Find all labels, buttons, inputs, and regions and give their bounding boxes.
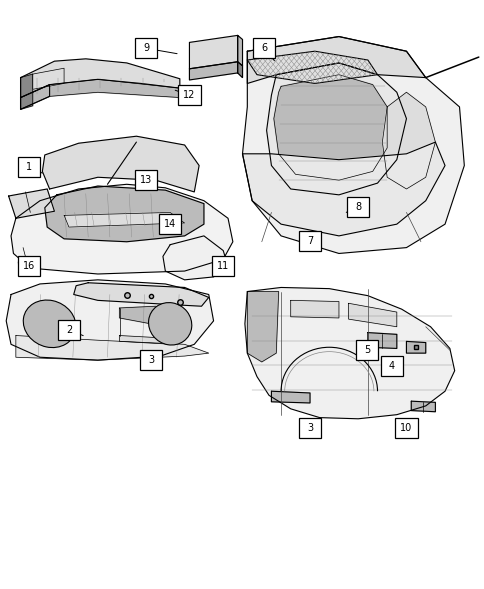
Polygon shape (348, 303, 396, 327)
Text: 16: 16 (23, 262, 35, 272)
Text: 11: 11 (217, 262, 229, 272)
Text: 3: 3 (306, 423, 313, 433)
Text: 2: 2 (66, 325, 72, 335)
FancyBboxPatch shape (178, 85, 200, 105)
FancyBboxPatch shape (18, 256, 40, 276)
Text: 5: 5 (363, 345, 369, 355)
Polygon shape (64, 213, 184, 227)
Polygon shape (273, 75, 386, 180)
FancyBboxPatch shape (298, 418, 320, 438)
Polygon shape (247, 51, 377, 84)
Polygon shape (290, 300, 338, 318)
FancyBboxPatch shape (347, 197, 368, 217)
Polygon shape (11, 184, 232, 274)
Polygon shape (266, 63, 406, 195)
FancyBboxPatch shape (380, 356, 402, 376)
Polygon shape (237, 62, 242, 78)
Polygon shape (242, 142, 444, 236)
Text: 7: 7 (306, 236, 313, 246)
Polygon shape (45, 186, 203, 241)
Text: 10: 10 (399, 423, 412, 433)
Polygon shape (247, 292, 278, 362)
Polygon shape (163, 236, 227, 280)
Polygon shape (74, 283, 208, 306)
Polygon shape (18, 258, 31, 270)
Polygon shape (9, 189, 54, 219)
Text: 4: 4 (388, 361, 394, 371)
FancyBboxPatch shape (212, 256, 234, 276)
FancyBboxPatch shape (58, 320, 80, 340)
Polygon shape (21, 80, 180, 109)
Polygon shape (247, 37, 425, 84)
Polygon shape (244, 287, 454, 419)
FancyBboxPatch shape (394, 418, 417, 438)
Polygon shape (367, 333, 396, 349)
Text: 12: 12 (183, 90, 195, 100)
FancyBboxPatch shape (355, 340, 377, 360)
Polygon shape (119, 336, 172, 345)
Text: 14: 14 (164, 219, 176, 229)
Polygon shape (21, 59, 180, 98)
Polygon shape (410, 401, 435, 412)
FancyBboxPatch shape (135, 170, 157, 190)
Polygon shape (42, 136, 199, 192)
Polygon shape (381, 92, 435, 189)
Polygon shape (119, 306, 172, 324)
FancyBboxPatch shape (298, 231, 320, 250)
Polygon shape (189, 35, 237, 69)
Polygon shape (6, 280, 213, 360)
Polygon shape (237, 35, 242, 66)
Polygon shape (242, 37, 463, 253)
Polygon shape (406, 342, 425, 353)
Text: 9: 9 (143, 43, 149, 53)
Ellipse shape (23, 300, 76, 348)
Text: 1: 1 (26, 162, 32, 172)
Polygon shape (32, 68, 64, 90)
Text: 6: 6 (260, 43, 267, 53)
Ellipse shape (148, 303, 191, 345)
Text: 8: 8 (354, 201, 361, 211)
FancyBboxPatch shape (253, 38, 275, 58)
FancyBboxPatch shape (135, 38, 157, 58)
Polygon shape (189, 62, 237, 80)
FancyBboxPatch shape (139, 350, 162, 370)
Polygon shape (21, 85, 49, 109)
FancyBboxPatch shape (159, 214, 181, 234)
FancyBboxPatch shape (18, 157, 40, 177)
Text: 3: 3 (148, 355, 153, 365)
Polygon shape (16, 336, 208, 360)
Polygon shape (21, 74, 32, 109)
Polygon shape (271, 391, 309, 403)
Text: 13: 13 (140, 175, 152, 185)
